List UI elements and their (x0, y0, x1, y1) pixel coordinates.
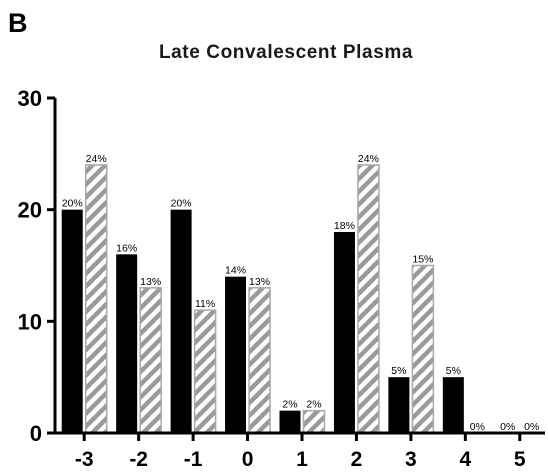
x-tick-label: 4 (459, 448, 471, 471)
data-label: 15% (412, 254, 433, 266)
data-label: 2% (282, 399, 297, 411)
x-tick-label: 2 (351, 448, 363, 471)
data-label: 0% (500, 421, 515, 433)
x-tick-label: 0 (242, 448, 254, 471)
x-tick-label: -2 (129, 448, 148, 471)
data-label: 0% (470, 421, 485, 433)
bar-hatched (193, 309, 217, 434)
x-tick-label: -3 (75, 448, 94, 471)
y-tick-label: 0 (30, 421, 42, 446)
data-label: 24% (86, 153, 107, 165)
bar-hatched (248, 287, 271, 434)
bar-solid (388, 377, 410, 433)
data-label: 2% (306, 399, 321, 411)
y-tick-label: 20 (18, 198, 42, 223)
bar-solid (333, 232, 355, 433)
data-label: 5% (446, 365, 461, 377)
bar-hatched (357, 164, 380, 434)
bar-hatched (84, 164, 108, 434)
data-label: 13% (249, 276, 270, 288)
y-axis-ticks: 0 10 20 30 (18, 86, 55, 446)
data-labels: 20%24%16%13%20%11%14%13%2% 2%18%24%5%15%5… (62, 153, 540, 433)
bar-solid (442, 377, 464, 433)
data-label: 5% (391, 365, 406, 377)
x-tick-label: -1 (184, 448, 203, 471)
bar-solid (225, 276, 247, 433)
chart-title: Late Convalescent Plasma (159, 42, 413, 63)
y-tick-label: 30 (18, 86, 42, 111)
bar-hatched (411, 264, 435, 434)
data-label: 18% (334, 220, 355, 232)
data-label: 16% (116, 242, 137, 254)
x-tick-label: 5 (514, 448, 526, 471)
data-label: 14% (225, 265, 246, 277)
bar-solid (116, 254, 138, 433)
data-label: 24% (358, 153, 379, 165)
data-label: 0% (524, 421, 539, 433)
y-tick-label: 10 (18, 309, 42, 334)
bar-solid (279, 410, 301, 433)
x-tick-label: 3 (405, 448, 417, 471)
data-label: 13% (140, 276, 161, 288)
panel-label: B (8, 8, 28, 38)
data-label: 11% (195, 298, 215, 310)
data-label: 20% (171, 198, 192, 210)
bar-hatched (139, 287, 162, 434)
x-tick-label: 1 (296, 448, 308, 471)
bar-hatched (302, 409, 326, 434)
bars (61, 164, 464, 434)
bar-solid (61, 209, 83, 433)
data-label: 20% (62, 198, 83, 210)
bar-solid (170, 209, 192, 433)
x-axis-ticks: -3 -2 -1 0 1 2 3 4 5 (75, 433, 526, 471)
